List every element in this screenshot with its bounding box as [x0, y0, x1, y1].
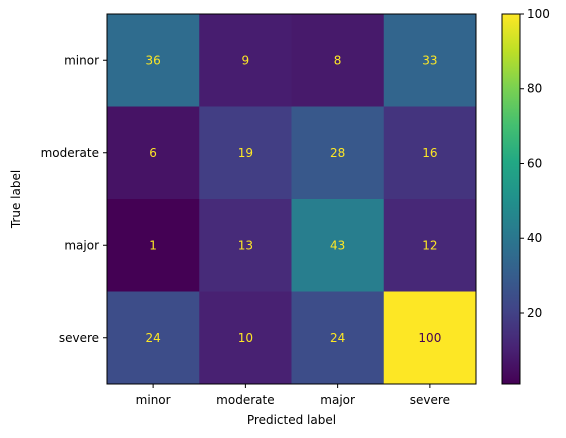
heatmap-cell [383, 14, 477, 107]
x-tick-label: moderate [216, 393, 274, 407]
x-tick-label: severe [410, 393, 450, 407]
x-axis-label: Predicted label [247, 413, 336, 427]
heatmap-cell [383, 199, 477, 292]
cell-value-label: 33 [422, 53, 437, 67]
colorbar-tick-label: 60 [527, 156, 542, 170]
colorbar-tick-label: 80 [527, 82, 542, 96]
heatmap-cell [107, 291, 200, 385]
y-tick-label: moderate [41, 146, 99, 160]
heatmap-cell [199, 106, 292, 200]
heatmap-cell [291, 106, 385, 200]
cell-value-label: 24 [330, 331, 345, 345]
x-tick-label: major [320, 393, 355, 407]
cell-value-label: 36 [145, 53, 160, 67]
colorbar: 20 40 60 80 100 [501, 7, 550, 385]
y-tick-label: minor [64, 53, 99, 67]
colorbar-frame [501, 13, 521, 385]
x-axis-ticks: minor moderate major severe [136, 384, 450, 407]
heatmap-cell [291, 291, 385, 385]
y-axis-ticks: minor moderate major severe [41, 53, 107, 345]
x-tick-label: minor [136, 393, 171, 407]
cell-value-label: 12 [422, 238, 437, 252]
colorbar-tick-label: 100 [527, 7, 550, 21]
y-axis-label: True label [9, 170, 23, 229]
cell-value-labels: 36 9 8 33 6 19 28 16 1 13 43 12 24 10 24 100 [145, 53, 441, 345]
cell-value-label: 10 [238, 331, 253, 345]
cell-value-label: 9 [242, 53, 250, 67]
cell-value-label: 16 [422, 146, 437, 160]
cell-value-label: 24 [145, 331, 160, 345]
heatmap-cell [199, 199, 292, 292]
cell-value-label: 1 [149, 238, 157, 252]
heatmap-cell [291, 14, 385, 107]
heatmap-cell [199, 14, 292, 107]
heatmap-cell [199, 291, 292, 385]
colorbar-gradient [502, 14, 520, 384]
y-tick-label: major [64, 238, 99, 252]
cell-value-label: 43 [330, 238, 345, 252]
y-tick-label: severe [59, 331, 99, 345]
cell-value-label: 100 [418, 331, 441, 345]
heatmap-cell [107, 199, 200, 292]
cell-value-label: 19 [238, 146, 253, 160]
colorbar-tick-label: 40 [527, 231, 542, 245]
heatmap-cell [107, 106, 200, 200]
cell-value-label: 28 [330, 146, 345, 160]
cell-value-label: 6 [149, 146, 157, 160]
colorbar-tick-label: 20 [527, 306, 542, 320]
heatmap-cell [383, 106, 477, 200]
heatmap-cell [383, 291, 477, 385]
cell-value-label: 13 [238, 238, 253, 252]
plot-frame [106, 13, 477, 385]
heatmap-cells [107, 14, 477, 385]
cell-value-label: 8 [334, 53, 342, 67]
heatmap-cell [291, 199, 385, 292]
heatmap-cell [107, 14, 200, 107]
